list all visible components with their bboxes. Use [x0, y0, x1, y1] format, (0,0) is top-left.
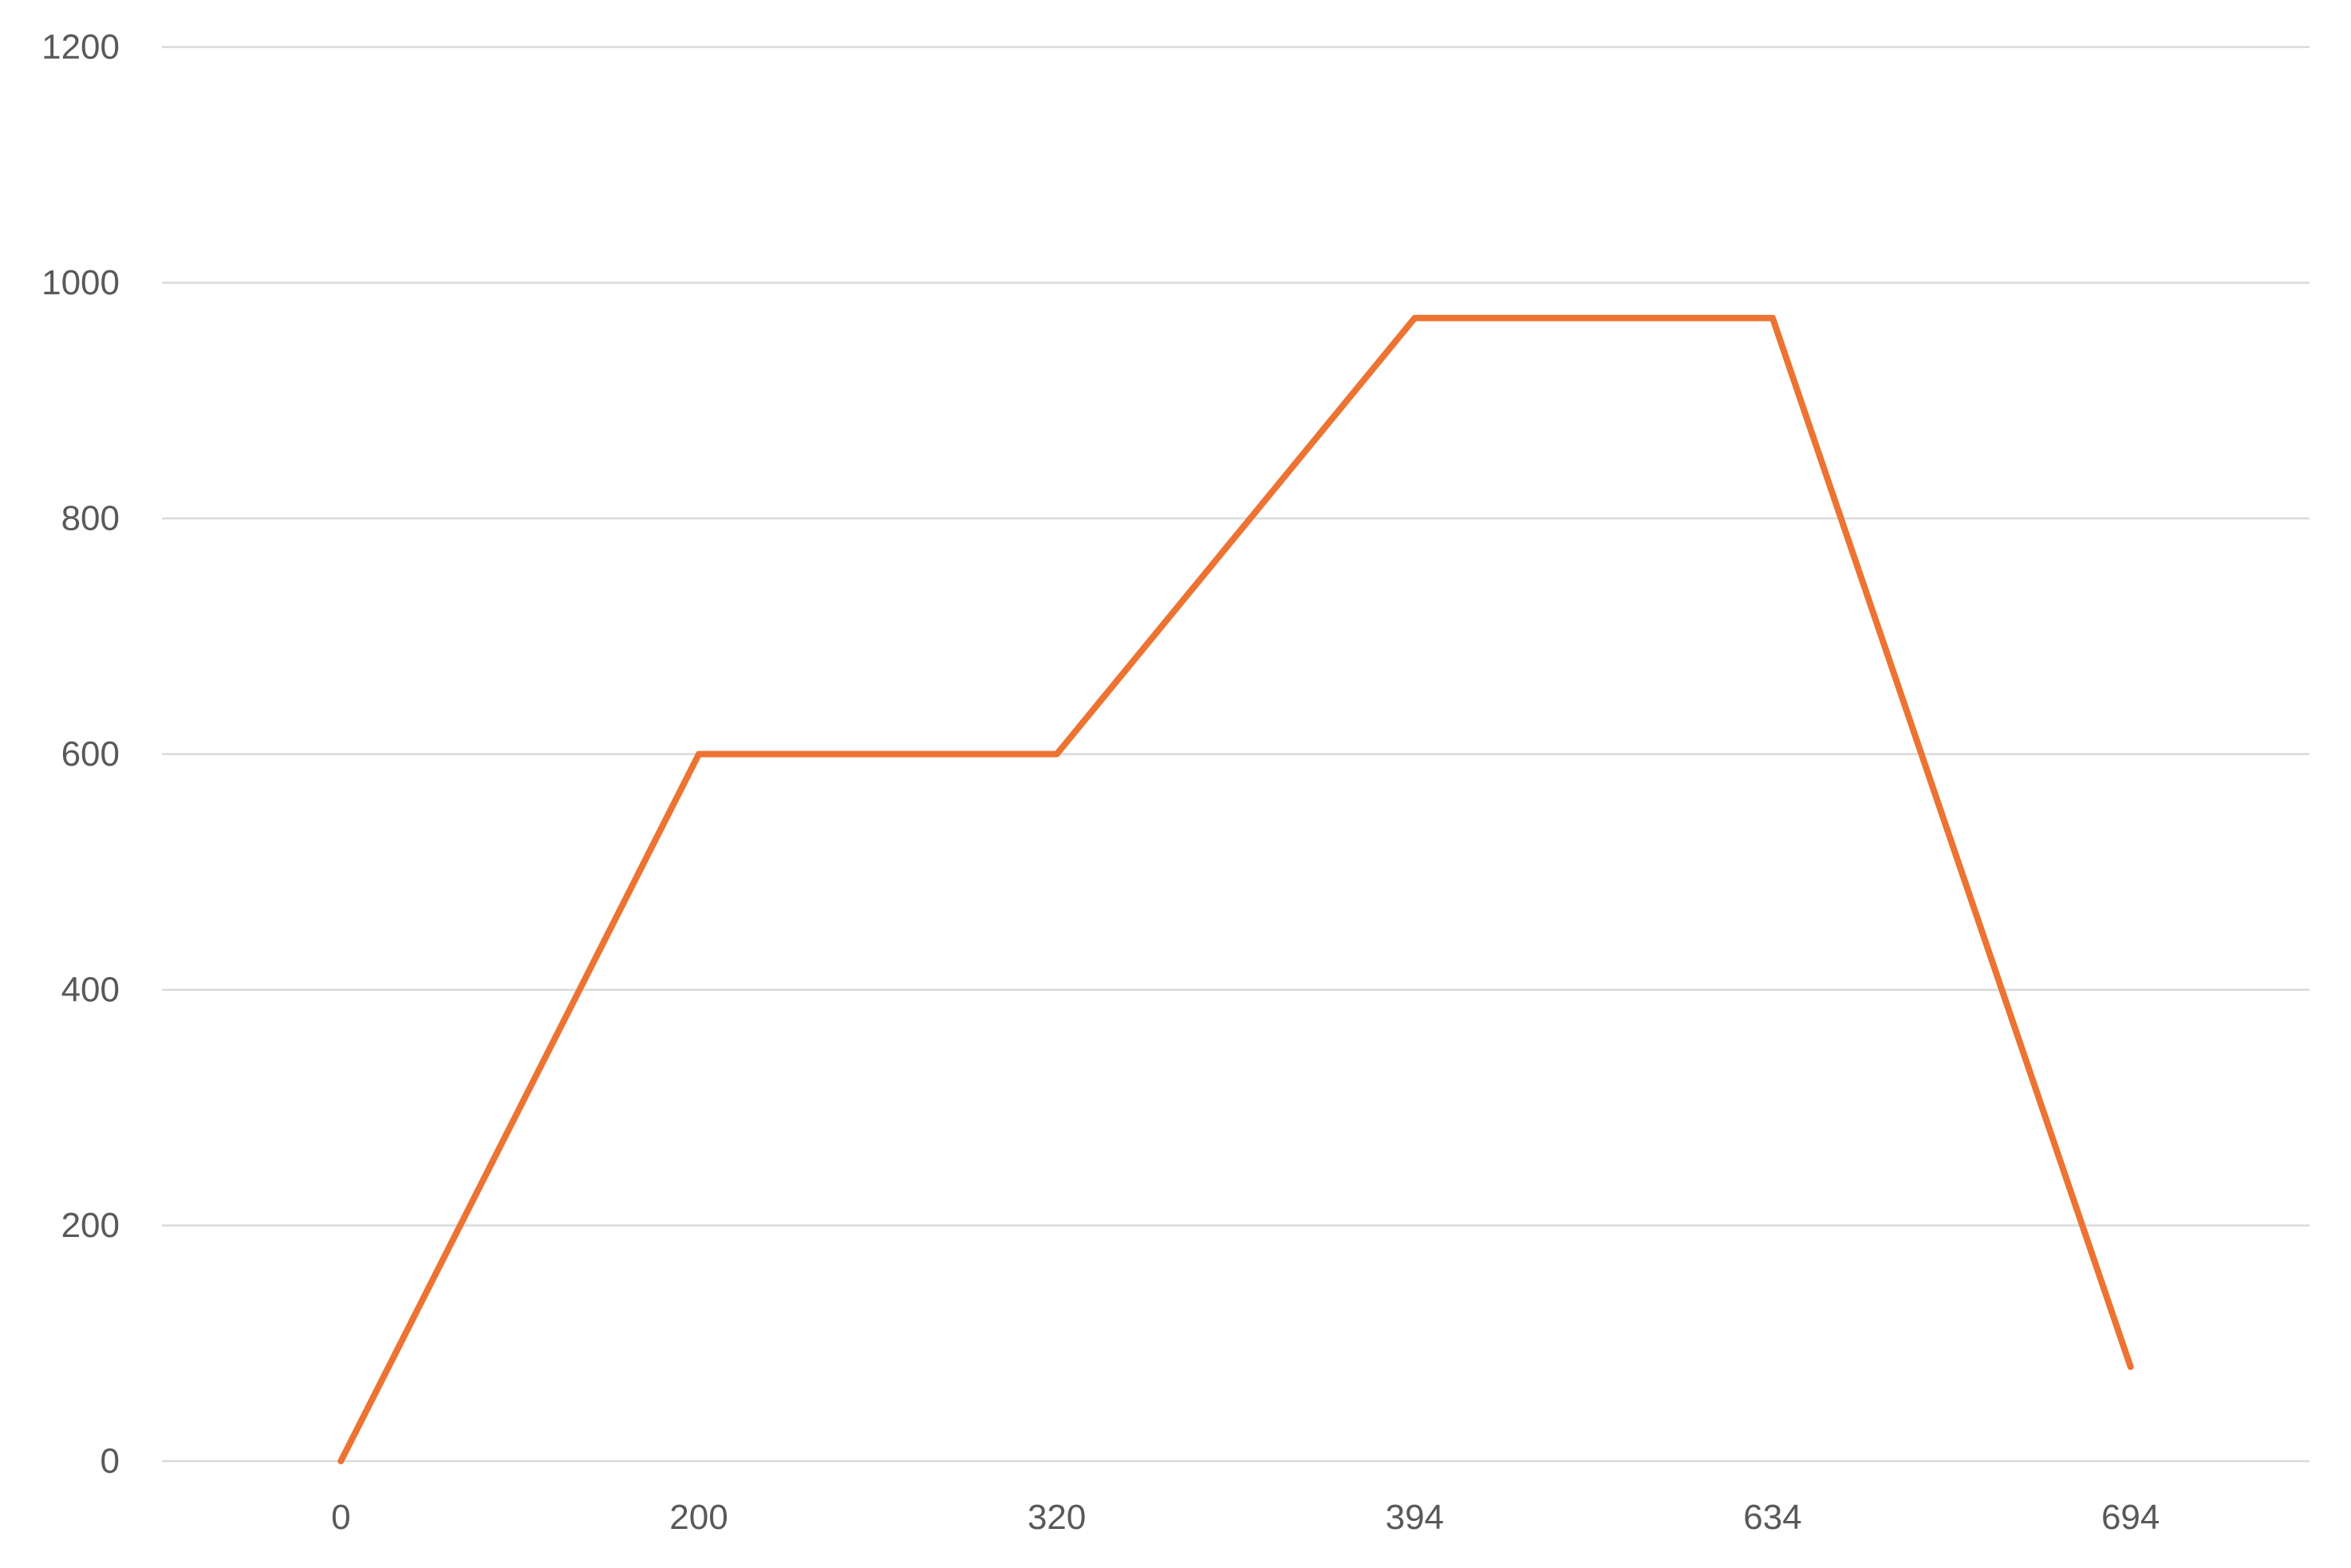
- x-tick-label: 694: [2101, 1498, 2160, 1537]
- series-layer: [337, 314, 2134, 1464]
- y-tick-label: 1200: [41, 28, 120, 67]
- y-tick-label: 200: [61, 1206, 120, 1245]
- y-tick-label: 400: [61, 971, 120, 1010]
- y-axis-tick-labels: 0 200 400 600 800 1000 1200: [41, 28, 120, 1481]
- y-tick-label: 800: [61, 499, 120, 538]
- x-tick-label: 320: [1028, 1498, 1086, 1537]
- x-tick-label: 634: [1743, 1498, 1801, 1537]
- y-tick-label: 0: [101, 1442, 120, 1481]
- y-tick-label: 600: [61, 735, 120, 774]
- series-line: [337, 314, 2134, 1464]
- x-tick-label: 0: [331, 1498, 350, 1537]
- x-axis-tick-labels: 0 200 320 394 634 694: [331, 1498, 2160, 1537]
- x-tick-label: 200: [669, 1498, 728, 1537]
- x-tick-label: 394: [1386, 1498, 1444, 1537]
- y-tick-label: 1000: [41, 263, 120, 302]
- y-gridlines: [162, 45, 2310, 1463]
